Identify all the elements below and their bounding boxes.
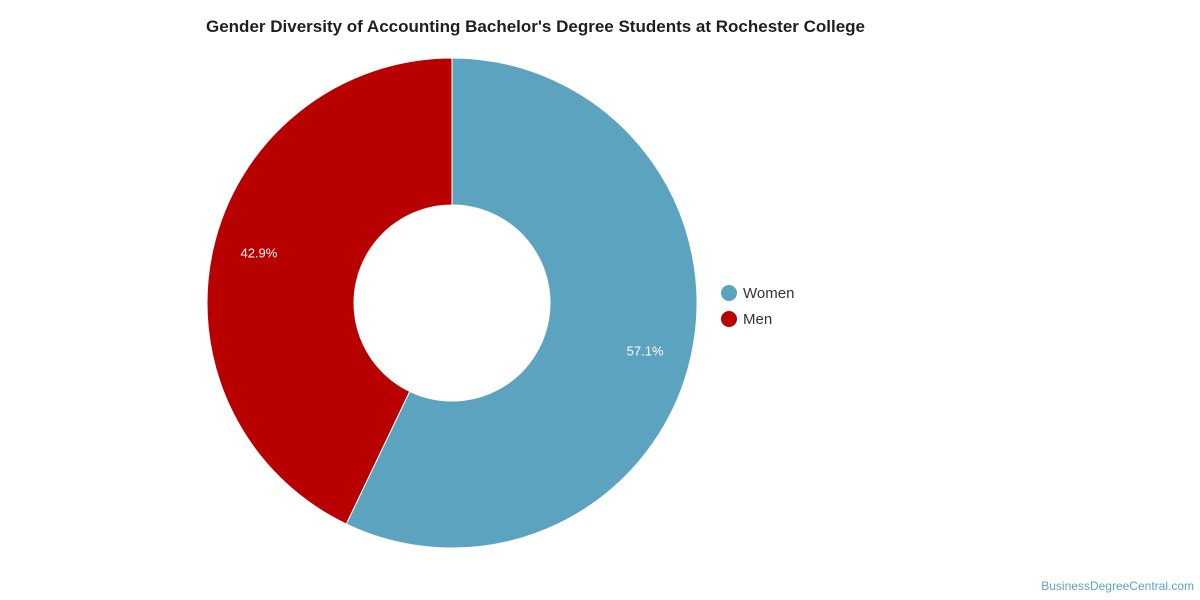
chart-title: Gender Diversity of Accounting Bachelor'… — [206, 17, 866, 36]
legend-label-women: Women — [743, 284, 795, 302]
legend-label-men: Men — [743, 310, 773, 328]
watermark-link[interactable]: BusinessDegreeCentral.com — [1041, 579, 1194, 593]
donut-slices — [206, 57, 698, 549]
slice-label-men: 42.9% — [240, 246, 277, 261]
slice-men[interactable] — [206, 57, 453, 525]
legend-item-women[interactable]: Women — [721, 280, 794, 306]
legend-swatch-men — [721, 311, 737, 327]
slice-women[interactable] — [345, 57, 698, 549]
slice-labels: 57.1% 42.9% — [240, 246, 663, 359]
legend-item-men[interactable]: Men — [721, 306, 794, 332]
slice-label-women: 57.1% — [627, 343, 664, 358]
legend-swatch-women — [721, 285, 737, 301]
chart-legend: Women Men — [721, 280, 794, 332]
